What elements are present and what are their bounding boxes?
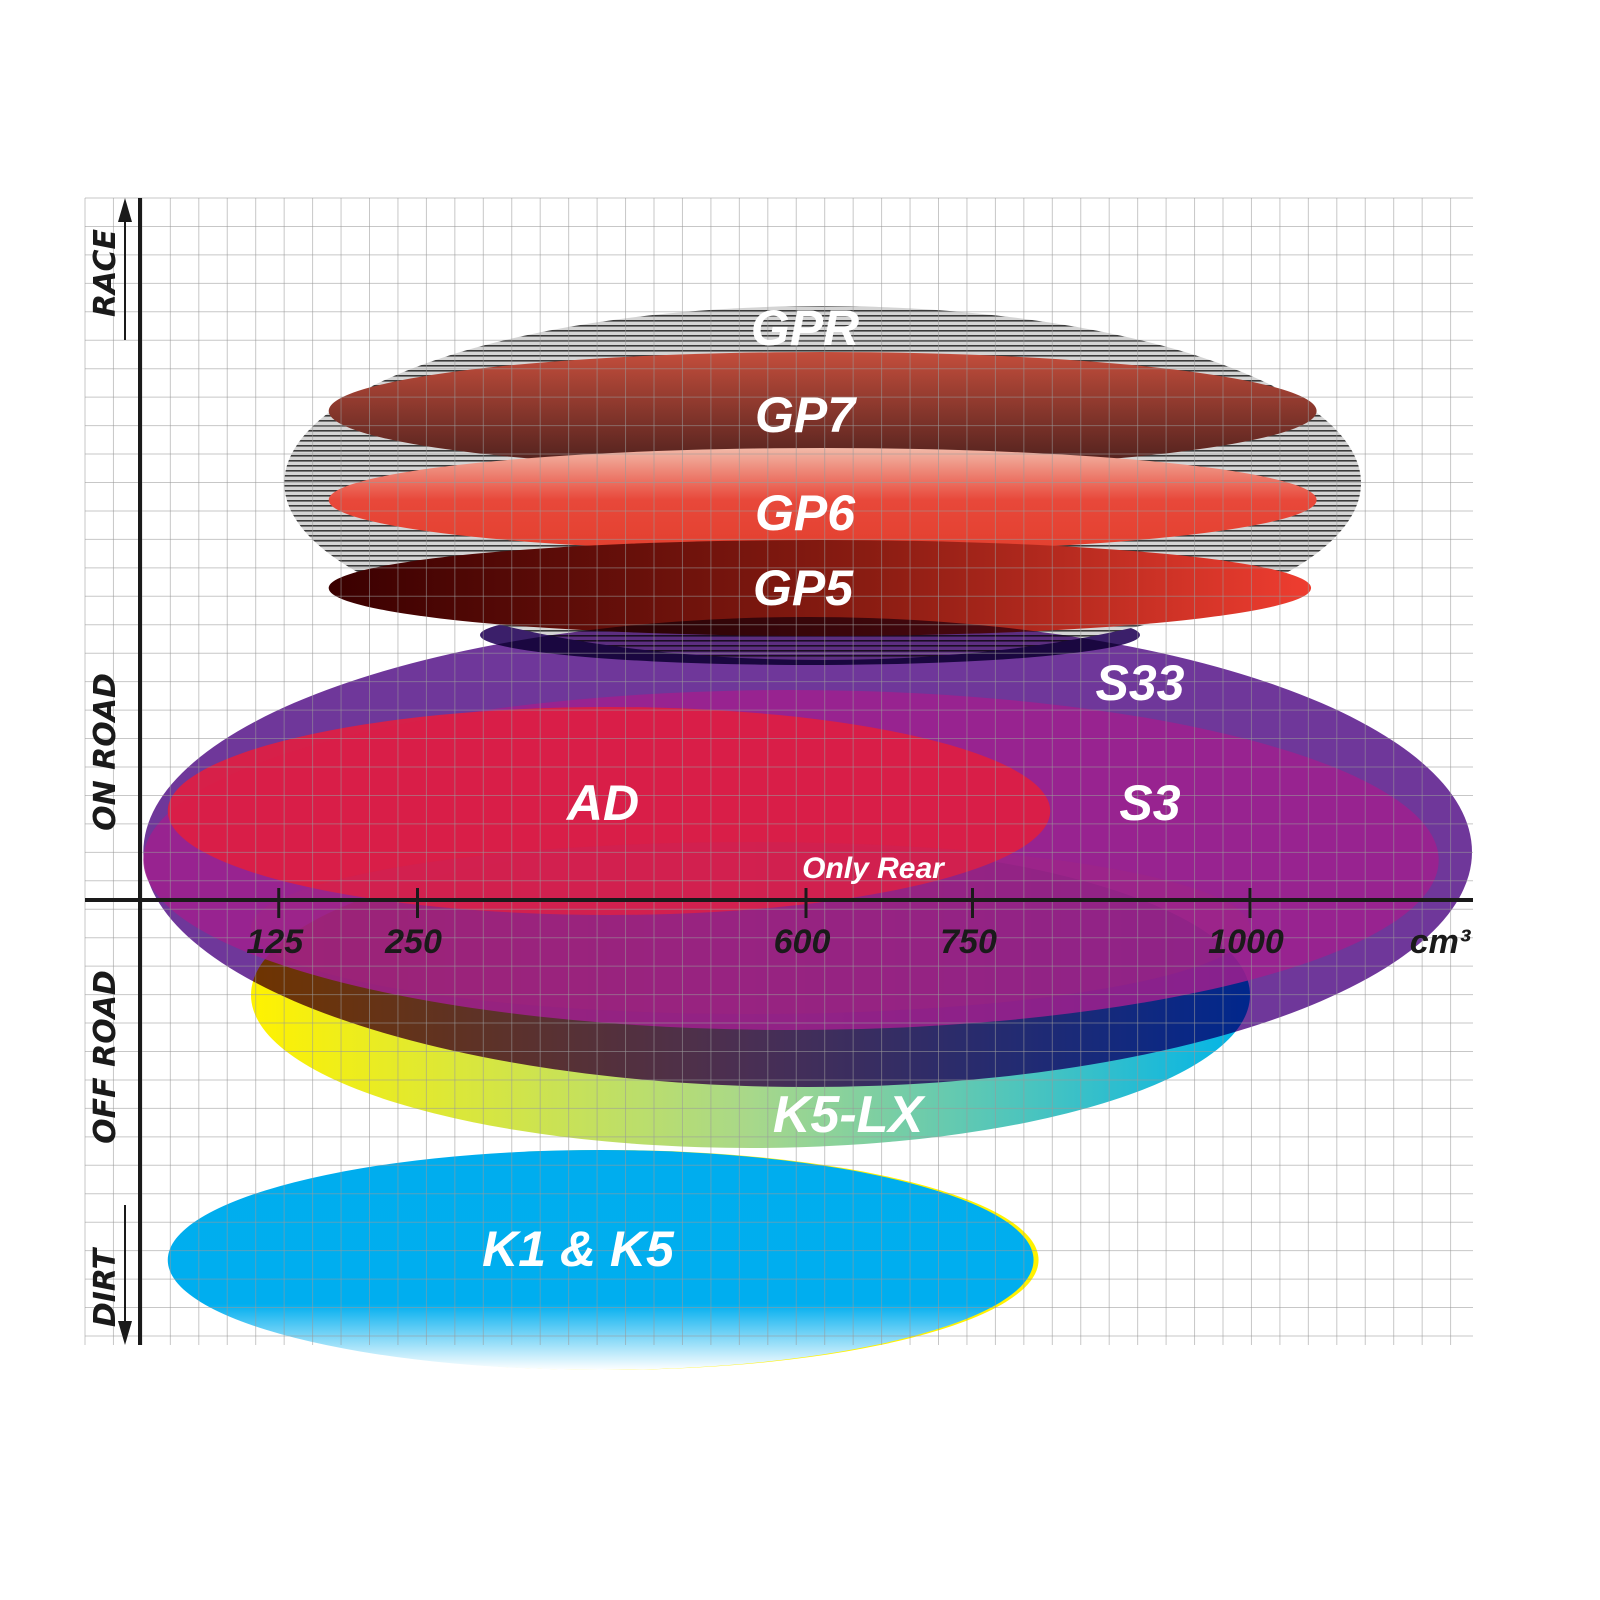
arrow-up-icon: [118, 198, 132, 340]
label-ad: AD: [565, 775, 639, 831]
tick-label: 125: [246, 923, 304, 961]
label-k1-k5: K1 & K5: [482, 1221, 675, 1277]
label-gp5: GP5: [753, 560, 854, 616]
x-axis-unit: cm³: [1410, 923, 1472, 961]
ellipse-ad: [167, 707, 1051, 915]
y-category-off-road: OFF ROAD: [88, 970, 123, 1144]
y-category-race: RACE: [88, 229, 123, 317]
tick-label: 600: [774, 923, 831, 961]
tick-label: 1000: [1208, 923, 1284, 961]
product-labels: GPR GP7 GP6 GP5 K5-LX S33 S3 AD Only Rear K1 & K5: [482, 300, 1185, 1277]
ellipse-gp5: [328, 540, 1312, 636]
ellipse-gp6: [328, 448, 1317, 552]
x-ticks: 125 250 600 750 1000 cm³: [246, 888, 1472, 961]
label-k5-lx: K5-LX: [773, 1086, 927, 1144]
label-s3: S3: [1119, 775, 1180, 831]
y-category-labels: RACE ON ROAD OFF ROAD DIRT: [88, 229, 123, 1328]
label-gp7: GP7: [755, 387, 857, 443]
ellipse-only-rear: [251, 842, 1250, 1014]
ellipse-k1-k5: [167, 1150, 1034, 1370]
tick-label: 750: [940, 923, 997, 961]
ellipse-gp7: [328, 352, 1317, 470]
label-gp6: GP6: [755, 485, 856, 541]
tick-label: 250: [384, 923, 442, 961]
product-ellipses: [143, 306, 1472, 1370]
label-gpr: GPR: [751, 300, 859, 356]
arrow-down-icon: [118, 1205, 132, 1345]
axes: [85, 198, 1473, 1345]
y-category-dirt: DIRT: [88, 1246, 123, 1327]
label-s33: S33: [1096, 655, 1185, 711]
label-only-rear: Only Rear: [802, 852, 946, 885]
y-category-on-road: ON ROAD: [88, 673, 123, 831]
